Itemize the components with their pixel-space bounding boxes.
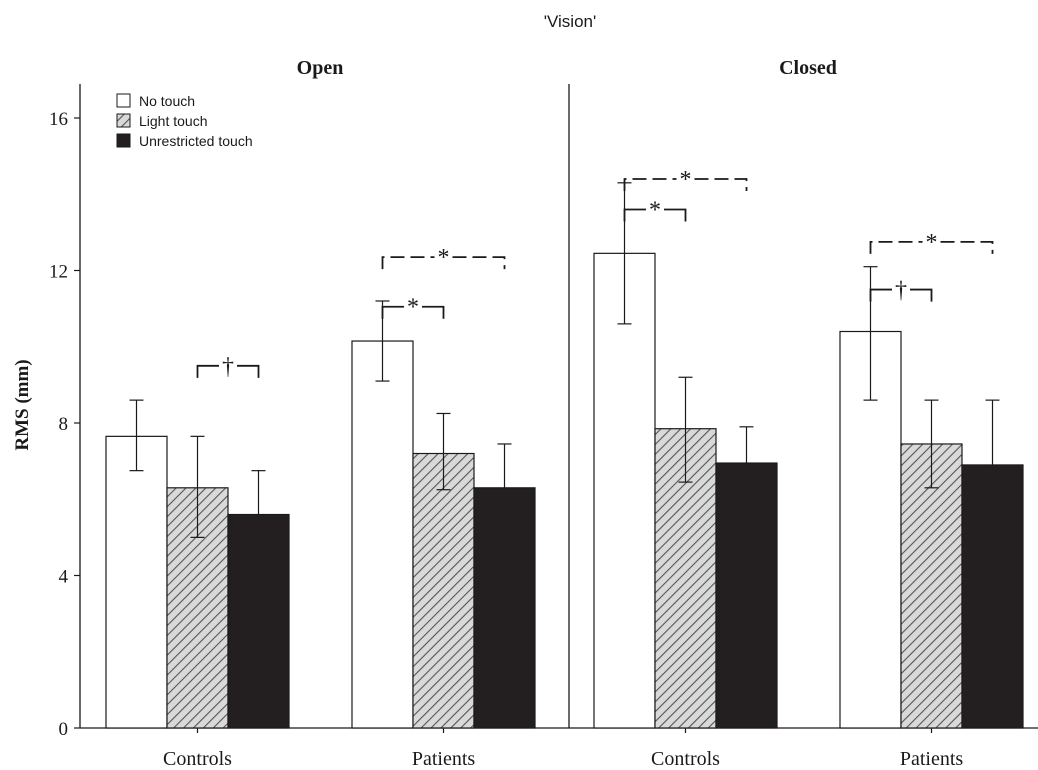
significance-bracket-1-1 [623,208,687,222]
significance-symbol-1-1: * [649,198,661,224]
bar-1-1-1 [900,443,963,729]
significance-bracket-0-2 [381,305,445,319]
legend-swatch-unrestricted-touch [116,133,131,148]
category-label-1-1: Patients [900,748,964,770]
significance-symbol-1-0: * [680,167,692,193]
y-tick-label-4: 16 [49,109,68,130]
bar-1-0-0 [593,252,656,729]
significance-symbol-0-0: † [222,354,234,380]
y-tick-label-2: 8 [59,414,69,435]
category-label-1-0: Controls [651,748,720,770]
significance-symbol-0-1: * [438,245,450,271]
bar-1-1-2 [961,464,1024,729]
legend-swatch-light-touch [116,113,131,128]
legend: No touch Light touch Unrestricted touch [116,93,253,149]
bar-0-0-0 [105,435,168,729]
category-label-0-1: Patients [412,748,476,770]
significance-bracket-1-0 [623,178,748,191]
significance-bracket-1-3 [869,288,933,302]
significance-bracket-1-2 [869,241,994,254]
y-axis-label: RMS (mm) [12,359,33,450]
figure-title: 'Vision' [544,12,597,31]
significance-symbol-0-2: * [407,295,419,321]
legend-label-no-touch: No touch [139,93,195,109]
significance-symbol-1-2: * [926,230,938,256]
bar-0-1-1 [412,452,475,729]
significance-bracket-0-1 [381,256,506,270]
bar-0-1-2 [473,487,536,729]
significance-bracket-0-0 [196,364,260,378]
bar-1-0-2 [715,462,778,729]
legend-label-unrestricted-touch: Unrestricted touch [139,133,253,149]
category-label-0-0: Controls [163,748,232,770]
y-tick-label-1: 4 [59,567,69,588]
panel-title-0: Open [297,57,344,79]
y-tick-label-0: 0 [59,719,69,740]
bar-0-1-0 [351,340,414,729]
y-tick-label-3: 12 [49,262,68,283]
legend-label-light-touch: Light touch [139,113,208,129]
panel-title-1: Closed [779,57,837,79]
bar-0-0-2 [227,513,290,729]
significance-symbol-1-3: † [895,278,907,304]
legend-swatch-no-touch [116,93,131,108]
